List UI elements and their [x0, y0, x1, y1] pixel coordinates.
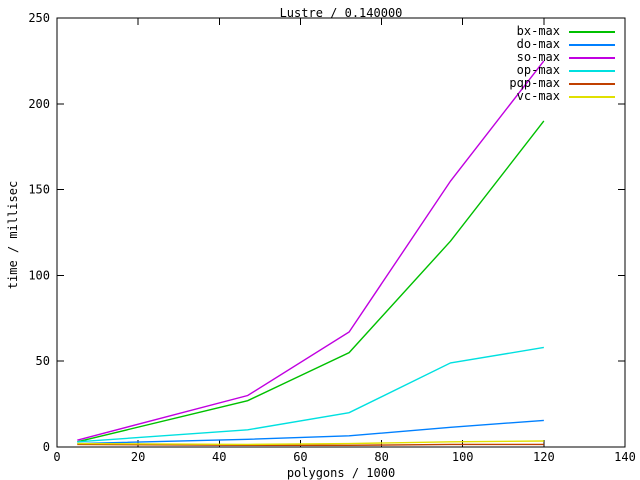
- legend-line-sample: [569, 43, 615, 46]
- series-line-so-max: [77, 60, 545, 441]
- y-tick-label: 200: [28, 97, 50, 111]
- x-tick-label: 100: [452, 450, 474, 464]
- legend-label: op-max: [516, 63, 560, 77]
- legend-item-bx-max: bx-max: [509, 25, 615, 38]
- x-tick-label: 80: [374, 450, 388, 464]
- x-tick-label: 140: [614, 450, 636, 464]
- x-tick-label: 20: [131, 450, 145, 464]
- legend-label: pqp-max: [509, 76, 560, 90]
- legend-item-op-max: op-max: [509, 64, 615, 77]
- x-axis-label: polygons / 1000: [286, 466, 396, 480]
- legend-item-vc-max: vc-max: [509, 90, 615, 103]
- legend-line-sample: [569, 69, 615, 72]
- x-tick-label: 60: [293, 450, 307, 464]
- y-axis-label: time / millisec: [6, 180, 20, 290]
- legend-item-pqp-max: pqp-max: [509, 77, 615, 90]
- legend-item-so-max: so-max: [509, 51, 615, 64]
- legend-label: do-max: [516, 37, 560, 51]
- x-tick-label: 120: [533, 450, 555, 464]
- x-tick-label: 40: [212, 450, 226, 464]
- series-line-pqp-max: [77, 443, 544, 446]
- legend-item-do-max: do-max: [509, 38, 615, 51]
- legend-line-sample: [569, 95, 615, 98]
- legend-line-sample: [569, 56, 615, 59]
- legend: bx-max do-max so-max op-max pqp-max vc-max: [509, 25, 615, 103]
- series-line-bx-max: [77, 120, 545, 443]
- legend-label: bx-max: [516, 24, 560, 38]
- legend-label: so-max: [516, 50, 560, 64]
- x-tick-label: 0: [53, 450, 60, 464]
- series-line-op-max: [77, 346, 544, 443]
- legend-line-sample: [569, 82, 615, 85]
- series-line-do-max: [77, 419, 544, 445]
- y-tick-label: 250: [28, 11, 50, 25]
- chart-title: Lustre / 0.140000: [279, 6, 403, 20]
- legend-line-sample: [569, 30, 615, 33]
- y-tick-label: 50: [36, 354, 50, 368]
- y-tick-label: 0: [43, 440, 50, 454]
- y-tick-label: 150: [28, 183, 50, 197]
- y-tick-label: 100: [28, 268, 50, 282]
- legend-label: vc-max: [516, 89, 560, 103]
- series-line-vc-max: [77, 440, 544, 446]
- plot-border: [56, 17, 626, 448]
